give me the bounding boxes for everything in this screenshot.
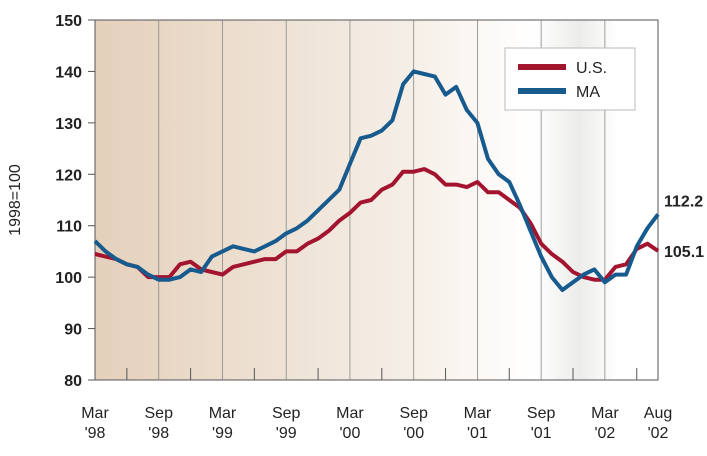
y-tick-label: 130 [55, 116, 82, 133]
end-value-label: 112.2 [664, 193, 703, 210]
x-tick-label: Sep '00 [399, 405, 428, 442]
y-tick-label: 120 [55, 167, 82, 184]
y-tick-label: 90 [64, 322, 82, 339]
series-line [94, 167, 660, 282]
y-tick-label: 110 [56, 219, 82, 236]
x-tick-label: Mar '98 [81, 405, 109, 442]
series-line [93, 69, 660, 292]
y-tick-label: 80 [64, 373, 82, 390]
y-tick-label: 100 [55, 270, 82, 287]
x-tick-label: Mar '99 [209, 405, 237, 442]
x-tick-label: Sep '01 [527, 405, 556, 442]
x-tick-label: Mar '00 [336, 405, 364, 442]
x-tick-label: Sep '99 [272, 405, 301, 442]
x-tick-label: Sep '98 [145, 405, 174, 442]
y-tick-label: 150 [55, 13, 82, 30]
legend-label: U.S. [576, 60, 607, 77]
legend: U.S. MA [504, 47, 636, 111]
legend-label: MA [576, 84, 600, 101]
x-tick-label: Mar '02 [591, 405, 619, 442]
legend-box [504, 47, 636, 111]
end-value-label: 105.1 [664, 244, 704, 261]
y-axis-label: 1998=100 [7, 164, 24, 236]
x-tick-label: Mar '01 [464, 405, 492, 442]
x-tick-label: Aug '02 [644, 405, 672, 442]
y-tick-label: 140 [55, 64, 82, 81]
